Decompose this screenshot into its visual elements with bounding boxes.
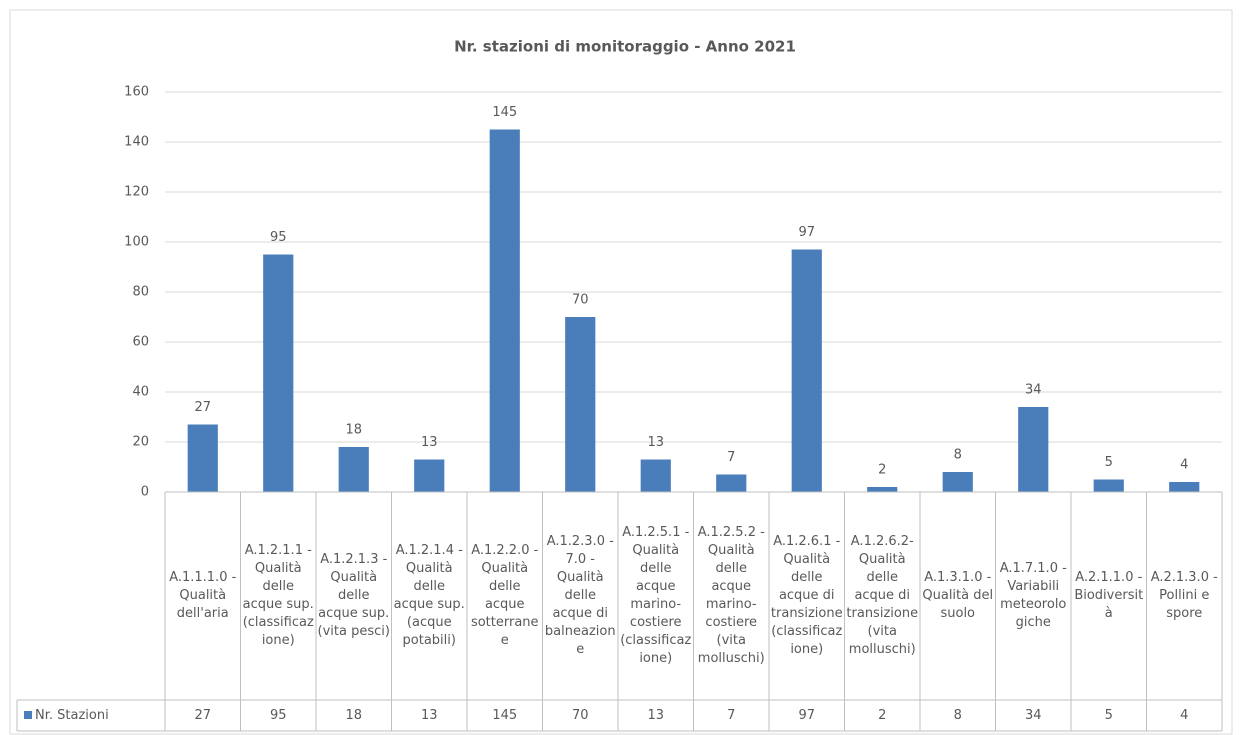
bar	[565, 317, 596, 492]
category-label: A.1.2.2.0 - Qualità delle acque sotterra…	[470, 543, 539, 648]
category-label: A.1.2.6.1 - Qualità delle acque di trans…	[770, 534, 843, 657]
bar	[867, 487, 898, 492]
y-tick-label: 60	[132, 335, 149, 350]
chart-border	[9, 9, 1233, 735]
data-label: 5	[1105, 455, 1113, 470]
y-tick-label: 80	[132, 285, 149, 300]
table-value: 13	[647, 707, 665, 723]
legend-swatch	[24, 711, 32, 719]
bar	[942, 472, 973, 492]
category-label: A.1.7.1.0 - Variabili meteorologiche	[999, 561, 1067, 630]
bar	[1169, 482, 1200, 492]
data-label: 13	[647, 435, 664, 450]
table-value: 70	[571, 707, 589, 723]
y-tick-label: 0	[141, 485, 149, 500]
bar	[716, 474, 747, 492]
category-label: A.1.2.5.2 - Qualità delle acque marino-c…	[697, 525, 765, 666]
data-label: 70	[572, 293, 589, 308]
category-label: A.2.1.1.0 - Biodiversità	[1074, 570, 1144, 621]
table-value: 13	[420, 707, 438, 723]
data-label: 13	[421, 435, 438, 450]
y-tick-label: 120	[124, 185, 149, 200]
legend-label: Nr. Stazioni	[35, 707, 109, 723]
data-label: 7	[727, 450, 735, 465]
bar	[1018, 407, 1049, 492]
table-value: 4	[1180, 707, 1189, 723]
y-tick-label: 160	[124, 85, 149, 100]
bar	[338, 447, 369, 492]
y-tick-label: 40	[132, 385, 149, 400]
category-label: A.2.1.3.0 - Pollini e spore	[1150, 570, 1218, 621]
data-label: 95	[270, 230, 287, 245]
table-value: 145	[492, 707, 518, 723]
bar	[414, 459, 445, 492]
bar	[791, 249, 822, 492]
data-label: 97	[798, 225, 815, 240]
data-label: 145	[492, 105, 517, 120]
bar	[489, 129, 520, 492]
category-label: A.1.2.5.1 - Qualità delle acque marino-c…	[620, 525, 692, 666]
category-label: A.1.3.1.0 - Qualità del suolo	[922, 570, 994, 621]
bar	[187, 424, 218, 492]
data-label: 4	[1180, 458, 1188, 473]
category-label: A.1.1.1.0 - Qualità dell'aria	[169, 570, 237, 621]
table-value: 34	[1024, 707, 1042, 723]
data-label: 8	[954, 448, 962, 463]
category-label: A.1.2.1.4 - Qualità delle acque sup. (ac…	[393, 543, 465, 648]
category-label: A.1.2.3.0 - 7.0 - Qualità delle acque di…	[544, 534, 616, 657]
bar	[640, 459, 671, 492]
table-value: 27	[194, 707, 212, 723]
y-tick-label: 20	[132, 435, 149, 450]
category-label: A.1.2.1.3 - Qualità delle acque sup. (vi…	[317, 552, 390, 639]
data-label: 27	[194, 400, 211, 415]
category-label: A.1.2.6.2- Qualità delle acque di transi…	[846, 534, 919, 657]
table-value: 7	[727, 707, 736, 723]
table-value: 97	[798, 707, 816, 723]
chart-title: Nr. stazioni di monitoraggio - Anno 2021	[454, 38, 796, 56]
y-tick-label: 100	[124, 235, 149, 250]
data-label: 18	[345, 423, 362, 438]
table-value: 95	[269, 707, 287, 723]
data-label: 2	[878, 463, 886, 478]
data-label: 34	[1025, 383, 1042, 398]
y-tick-label: 140	[124, 135, 149, 150]
bar	[263, 254, 294, 492]
category-label: A.1.2.1.1 - Qualità delle acque sup. (cl…	[242, 543, 314, 648]
table-value: 5	[1104, 707, 1113, 723]
table-value: 18	[345, 707, 363, 723]
bar	[1093, 479, 1124, 492]
table-value: 2	[878, 707, 887, 723]
table-value: 8	[953, 707, 962, 723]
